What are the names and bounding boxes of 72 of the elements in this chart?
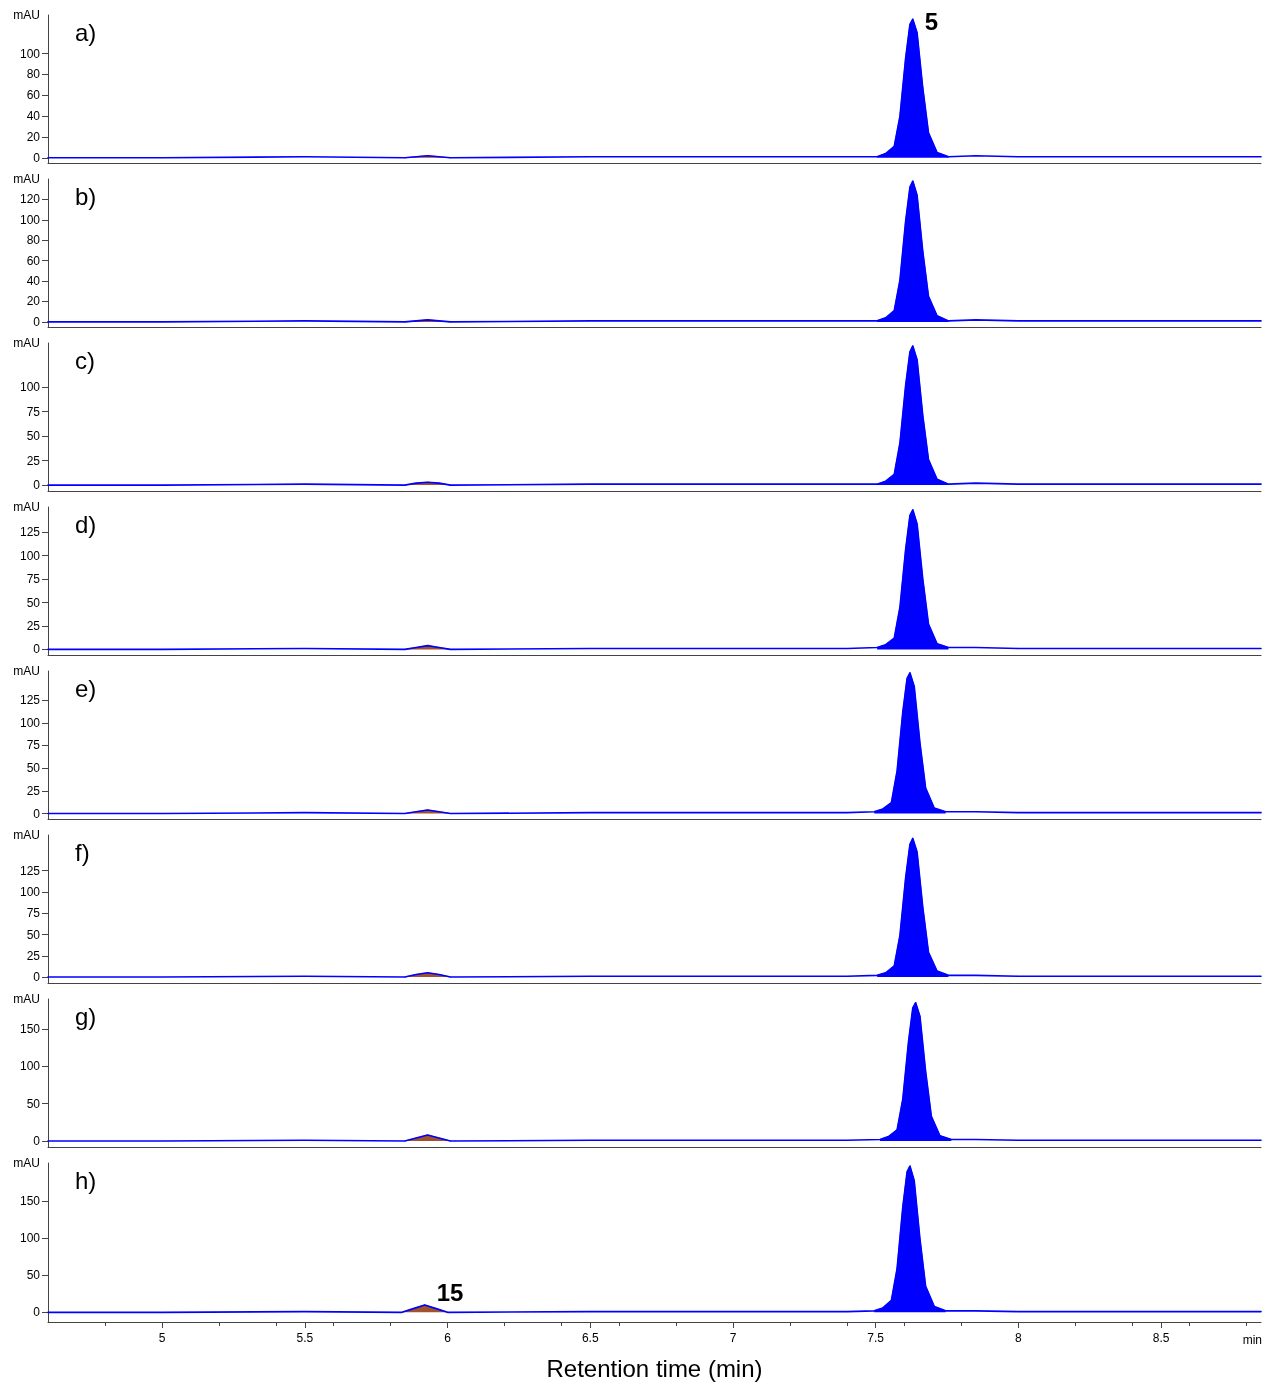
y-axis-title: mAU — [13, 336, 40, 350]
y-tick-label: 0 — [33, 806, 41, 821]
y-tick-label: 60 — [26, 88, 41, 103]
y-tick-label: 100 — [19, 548, 41, 563]
x-tick-label: 7.5 — [867, 1331, 885, 1345]
x-tick-label: 8.5 — [1152, 1331, 1170, 1345]
chart-title: a) — [75, 18, 97, 46]
y-tick-label: 60 — [26, 253, 41, 268]
y-tick-label: 0 — [33, 1134, 41, 1149]
chart-title: g) — [75, 1002, 97, 1030]
y-tick-label: 100 — [19, 1059, 41, 1074]
y-tick-label: 100 — [19, 715, 41, 730]
x-tick-label: 5 — [158, 1331, 166, 1345]
y-tick-label: 50 — [26, 1096, 41, 1111]
x-tick-label: 8 — [1015, 1331, 1023, 1345]
y-axis-title: mAU — [13, 1156, 40, 1170]
y-tick-label: 0 — [33, 642, 41, 657]
y-tick-label: 75 — [26, 404, 41, 419]
y-tick-label: 125 — [19, 693, 41, 708]
y-tick-label: 40 — [26, 274, 41, 289]
y-axis-title: mAU — [13, 500, 40, 514]
y-tick-label: 25 — [26, 783, 41, 798]
x-tick-label: 7 — [729, 1331, 737, 1345]
y-axis-title: mAU — [13, 828, 40, 842]
y-tick-label: 75 — [26, 738, 41, 753]
y-tick-label: 25 — [26, 948, 41, 963]
y-tick-label: 80 — [26, 233, 41, 248]
y-tick-label: 100 — [19, 380, 41, 395]
chart-title: c) — [75, 346, 95, 374]
y-tick-label: 50 — [26, 1268, 41, 1283]
x-tick-label: 6 — [444, 1331, 452, 1345]
y-tick-label: 0 — [33, 1305, 41, 1320]
y-tick-label: 0 — [33, 314, 41, 329]
chart-title: f) — [75, 838, 90, 866]
annotation: 5 — [924, 7, 939, 35]
chart-title: h) — [75, 1166, 97, 1194]
chart-title: d) — [75, 510, 97, 538]
y-tick-label: 100 — [19, 46, 41, 61]
y-axis-title: mAU — [13, 172, 40, 186]
text: min — [1242, 1333, 1263, 1347]
x-tick-label: 6.5 — [581, 1331, 599, 1345]
x-axis-title: Retention time (min) — [546, 1354, 763, 1382]
y-tick-label: 40 — [26, 109, 41, 124]
y-tick-label: 25 — [26, 453, 41, 468]
x-tick-label: 5.5 — [296, 1331, 314, 1345]
annotation: 15 — [436, 1279, 464, 1307]
y-tick-label: 50 — [26, 595, 41, 610]
y-axis-title: mAU — [13, 992, 40, 1006]
y-tick-label: 120 — [19, 192, 41, 207]
y-tick-label: 25 — [26, 618, 41, 633]
y-tick-label: 0 — [33, 150, 41, 165]
y-tick-label: 100 — [19, 1231, 41, 1246]
y-tick-label: 150 — [19, 1021, 41, 1036]
y-tick-label: 50 — [26, 761, 41, 776]
y-tick-label: 20 — [26, 129, 41, 144]
y-tick-label: 75 — [26, 572, 41, 587]
chart-title: b) — [75, 182, 97, 210]
y-tick-label: 50 — [26, 429, 41, 444]
y-tick-label: 0 — [33, 970, 41, 985]
y-tick-label: 125 — [19, 863, 41, 878]
y-tick-label: 50 — [26, 927, 41, 942]
y-tick-label: 80 — [26, 67, 41, 82]
y-tick-label: 75 — [26, 906, 41, 921]
y-tick-label: 150 — [19, 1193, 41, 1208]
y-tick-label: 20 — [26, 294, 41, 309]
chart-title: e) — [75, 674, 97, 702]
y-tick-label: 100 — [19, 212, 41, 227]
y-axis-title: mAU — [13, 8, 40, 22]
y-tick-label: 100 — [19, 884, 41, 899]
y-tick-label: 125 — [19, 525, 41, 540]
y-tick-label: 0 — [33, 478, 41, 493]
y-axis-title: mAU — [13, 664, 40, 678]
